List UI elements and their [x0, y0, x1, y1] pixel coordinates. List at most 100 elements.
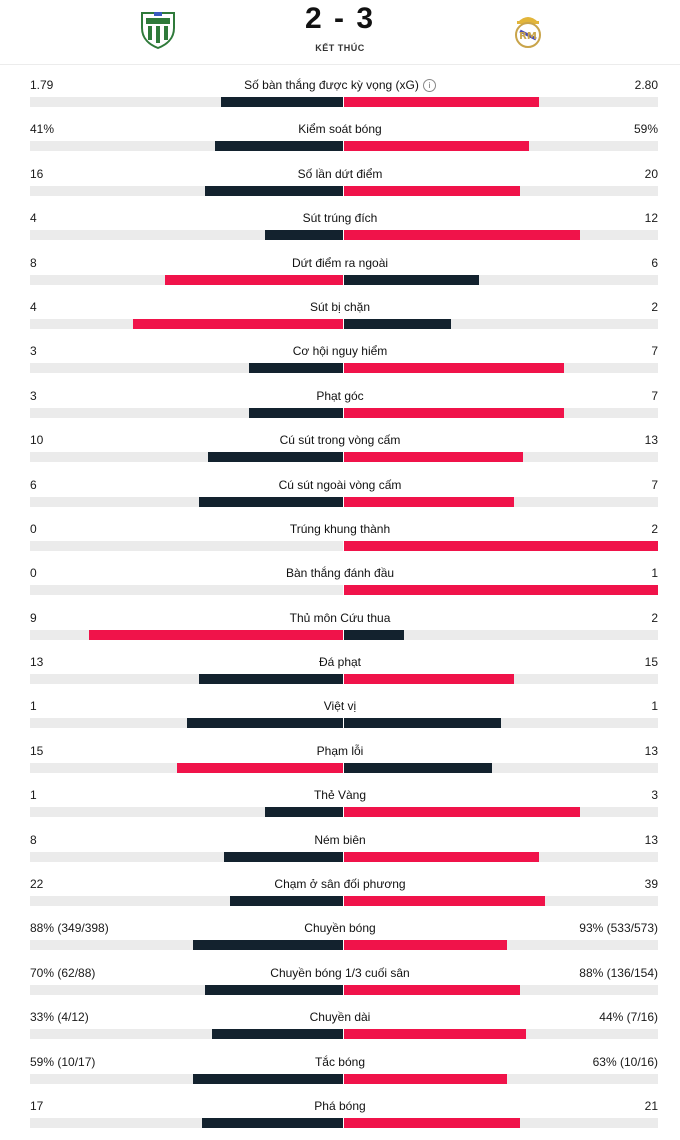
stat-label-text: Bàn thắng đánh đầu [285, 566, 395, 581]
home-bar-track [30, 940, 343, 951]
home-bar [249, 407, 343, 418]
stat-row: 70% (62/88) Chuyền bóng 1/3 cuối sân 88% (… [0, 963, 680, 1007]
stat-label-text: Dứt điểm ra ngoài [291, 255, 389, 270]
away-bar [344, 851, 539, 862]
away-bar-track [344, 141, 658, 152]
away-bar [344, 274, 480, 285]
stat-label-text: Cơ hội nguy hiểm [292, 344, 388, 359]
home-stat-value: 4 [30, 299, 37, 314]
stat-row: 41% Kiểm soát bóng 59% [0, 119, 680, 163]
home-bar-track [30, 984, 343, 995]
stat-label-text: Ném biên [314, 832, 366, 847]
home-stat-value: 6 [30, 477, 37, 492]
stat-label: Tắc bóng [140, 1054, 540, 1070]
stat-label: Ném biên [140, 832, 540, 848]
stat-label-text: Đá phạt [318, 655, 362, 670]
away-stat-value: 93% (533/573) [579, 921, 658, 936]
away-bar [344, 896, 545, 907]
home-bar [192, 1073, 343, 1084]
away-bar-track [344, 1073, 658, 1084]
home-bar-track [30, 851, 343, 862]
stat-label-text: Thẻ Vàng [313, 788, 367, 803]
away-stat-value: 2 [651, 521, 658, 536]
home-bar-track [30, 318, 343, 329]
home-bar-track [30, 540, 343, 551]
info-icon[interactable]: i [422, 79, 436, 92]
home-stat-value: 70% (62/88) [30, 965, 96, 980]
away-stat-value: 44% (7/16) [599, 1010, 658, 1025]
away-bar-track [344, 452, 658, 463]
stat-label: Cú sút trong vòng cấm [140, 432, 540, 448]
stat-label: Phạt góc [140, 388, 540, 404]
away-stat-value: 7 [651, 477, 658, 492]
home-bar [264, 807, 343, 818]
home-stat-value: 0 [30, 566, 37, 581]
away-stat-value: 13 [644, 832, 658, 847]
home-stat-value: 1.79 [30, 78, 54, 92]
away-bar-track [344, 762, 658, 773]
stat-label: Thẻ Vàng [140, 787, 540, 803]
home-bar [208, 452, 343, 463]
stat-row: 8 Ném biên 13 [0, 830, 680, 874]
away-bar-track [344, 540, 658, 551]
away-bar [344, 496, 514, 507]
stat-label-text: Kiểm soát bóng [298, 122, 382, 137]
away-bar [344, 363, 564, 374]
home-bar-track [30, 230, 343, 241]
away-stat-value: 21 [644, 1098, 658, 1113]
home-stat-value: 0 [30, 521, 37, 536]
away-bar [344, 807, 580, 818]
away-stat-value: 13 [644, 433, 658, 448]
stat-label: Số lần dứt điểm [140, 166, 540, 182]
away-bar-track [344, 851, 658, 862]
stat-label: Chuyền dài [140, 1009, 540, 1025]
home-stat-value: 8 [30, 832, 37, 847]
home-bar-track [30, 452, 343, 463]
away-bar [344, 318, 451, 329]
stat-label: Sút bị chặn [140, 299, 540, 315]
away-stat-value: 59% [633, 122, 658, 137]
home-bar [224, 851, 343, 862]
stat-row: 10 Cú sút trong vòng cấm 13 [0, 430, 680, 474]
stat-label: Sút trúng đích [140, 210, 540, 226]
away-stat-value: 88% (136/154) [579, 965, 658, 980]
home-bar-track [30, 718, 343, 729]
leganes-crest-icon[interactable] [138, 10, 178, 50]
away-bar [344, 1117, 520, 1128]
stat-row: 9 Thủ môn Cứu thua 2 [0, 608, 680, 652]
home-stat-value: 15 [30, 743, 44, 758]
away-bar [344, 141, 530, 152]
real-madrid-crest-icon[interactable]: RM [508, 10, 548, 50]
home-bar-track [30, 629, 343, 640]
stat-row: 6 Cú sút ngoài vòng cấm 7 [0, 475, 680, 519]
away-bar-track [344, 496, 658, 507]
stat-label: Thủ môn Cứu thua [140, 610, 540, 626]
away-bar-track [344, 896, 658, 907]
away-stat-value: 2.80 [634, 78, 658, 92]
away-bar [344, 1073, 508, 1084]
stat-row: 59% (10/17) Tắc bóng 63% (10/16) [0, 1052, 680, 1096]
home-bar-track [30, 585, 343, 596]
stat-row: 8 Dứt điểm ra ngoài 6 [0, 253, 680, 297]
away-bar-track [344, 274, 658, 285]
away-bar-track [344, 718, 658, 729]
away-bar [344, 585, 658, 596]
home-bar [186, 718, 343, 729]
away-bar-track [344, 185, 658, 196]
away-bar [344, 97, 539, 107]
stat-label: Chạm ở sân đối phương [140, 876, 540, 892]
away-bar-track [344, 97, 658, 107]
away-stat-value: 20 [644, 166, 658, 181]
stat-row: 22 Chạm ở sân đối phương 39 [0, 874, 680, 918]
home-bar [89, 629, 343, 640]
home-stat-value: 41% [30, 122, 55, 137]
stat-label-text: Sút bị chặn [309, 299, 371, 314]
home-stat-value: 9 [30, 610, 37, 625]
home-bar [202, 1117, 343, 1128]
home-bar-track [30, 1117, 343, 1128]
home-bar-track [30, 807, 343, 818]
away-bar-track [344, 940, 658, 951]
stat-row: 0 Bàn thắng đánh đầu 1 [0, 563, 680, 607]
stat-label: Việt vị [140, 698, 540, 714]
stat-label-text: Số bàn thắng được kỳ vọng (xG) [244, 78, 419, 92]
